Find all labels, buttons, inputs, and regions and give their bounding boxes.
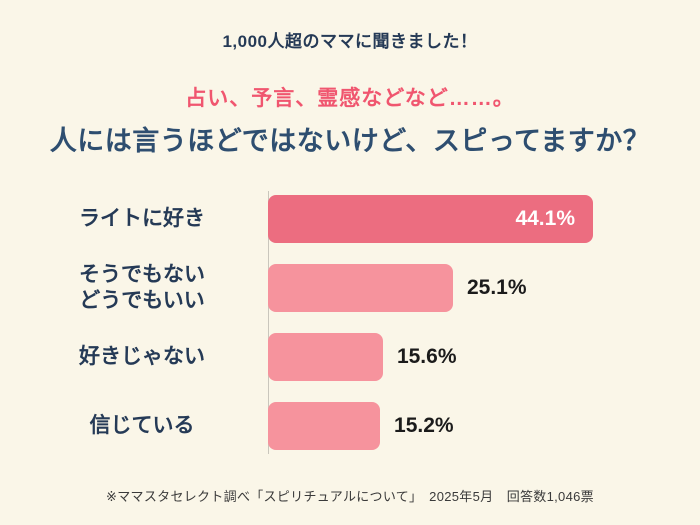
category-label: ライトに好き [79,206,205,230]
bar [268,402,381,450]
category-label: 信じている [89,413,195,437]
value-label: 15.6% [396,345,457,368]
source-note: ※ママスタセレクト調べ「スピリチュアルについて」 2025年5月 回答数1,04… [106,489,594,504]
value-label: 15.2% [394,414,454,437]
survey-subtitle: 占い、予言、霊感などなど……。 [185,87,515,110]
bar-chart: ライトに好き 44.1% そうでもない どうでもいい 25.1% 好きじゃない 15.6%… [0,191,700,454]
category-label: そうでもない どうでもいい [79,262,205,312]
bar [268,333,383,381]
chart-row: 好きじゃない 15.6% [36,333,700,381]
chart-title: 人には言うほどではないけど、スピってますか？ [49,126,651,156]
chart-row: 信じている 15.2% [36,402,700,450]
bar-track: 25.1% [268,264,593,312]
survey-eyebrow: 1,000人超のママに聞きました！ [222,32,478,51]
value-label: 25.1% [466,276,527,299]
bar-track: 44.1% [268,195,593,243]
bar-track: 15.2% [268,402,593,450]
chart-row: そうでもない どうでもいい 25.1% [36,262,700,312]
value-label: 44.1% [515,207,575,230]
axis-line [268,191,269,454]
category-label: 好きじゃない [79,344,205,368]
bar-track: 15.6% [268,333,593,381]
bar [268,264,453,312]
chart-row: ライトに好き 44.1% [36,195,700,243]
bar: 44.1% [268,195,593,243]
